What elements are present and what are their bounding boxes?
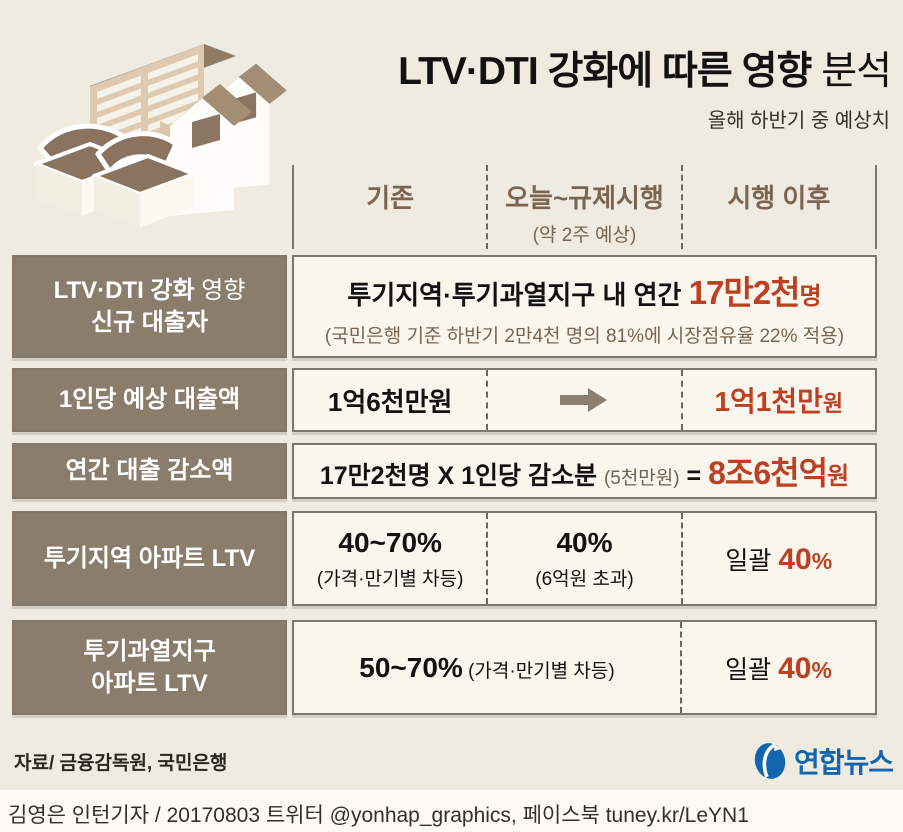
- loan-before-value: 1억6천만원: [327, 386, 453, 417]
- spec-zone-existing-cell: 40~70% (가격·만기별 차등): [294, 513, 486, 604]
- row-label-new-borrowers-line1: LTV·DTI 강화 영향: [53, 276, 246, 304]
- page-title-bold: LTV·DTI 강화에 따른 영향: [398, 50, 812, 93]
- credit-text: 김영은 인턴기자 / 20170803 트위터 @yonhap_graphics…: [8, 804, 749, 827]
- page-title: LTV·DTI 강화에 따른 영향 분석: [398, 40, 892, 96]
- loan-transition-cell: [486, 370, 683, 430]
- loan-before-cell: 1억6천만원: [294, 370, 486, 430]
- column-header-row: 기존 오늘~규제시행 (약 2주 예상) 시행 이후: [292, 165, 877, 249]
- column-header-after: 시행 이후: [683, 165, 875, 249]
- column-header-existing-label: 기존: [366, 183, 415, 213]
- annual-decrease-formula: 17만2천명 X 1인당 감소분 (5천만원) = 8조6천억원: [319, 455, 850, 491]
- credit-strip: 김영은 인턴기자 / 20170803 트위터 @yonhap_graphics…: [0, 790, 903, 832]
- row-cell-annual-decrease: 17만2천명 X 1인당 감소분 (5천만원) = 8조6천억원: [292, 443, 877, 499]
- column-header-existing: 기존: [294, 165, 486, 249]
- new-borrowers-main: 투기지역·투기과열지구 내 연간 17만2천명: [347, 273, 822, 311]
- column-header-transition-sub: (약 2주 예상): [532, 225, 637, 246]
- loan-after-cell: 1억1천만원: [683, 370, 875, 430]
- row-label-speculation-zone-ltv: 투기지역 아파트 LTV: [12, 511, 287, 606]
- row-label-loan-per-person-text: 1인당 예상 대출액: [58, 386, 241, 414]
- buildings-money-illustration-icon: [34, 43, 287, 228]
- spec-zone-transition-note: (6억원 초과): [535, 568, 634, 590]
- column-header-transition: 오늘~규제시행 (약 2주 예상): [486, 165, 683, 249]
- spec-zone-after-cell: 일괄 40%: [683, 513, 875, 604]
- yonhap-globe-icon: [754, 743, 786, 779]
- loan-after-value: 1억1천만원: [714, 386, 844, 417]
- spec-zone-after-value: 일괄 40%: [725, 542, 833, 576]
- row-label-new-borrowers-line2: 신규 대출자: [90, 308, 209, 336]
- spec-zone-existing-note: (가격·만기별 차등): [316, 568, 464, 590]
- row-cell-loan-per-person: 1억6천만원 1억1천만원: [292, 368, 877, 432]
- overheated-after-cell: 일괄 40%: [680, 622, 875, 713]
- row-label-overheated-district-line2: 아파트 LTV: [91, 669, 208, 697]
- column-header-transition-label: 오늘~규제시행: [505, 183, 664, 213]
- row-label-annual-decrease: 연간 대출 감소액: [12, 443, 287, 499]
- row-label-overheated-district-line1: 투기과열지구: [83, 637, 216, 665]
- source-note: 자료/ 금융감독원, 국민은행: [14, 753, 228, 774]
- row-label-annual-decrease-text: 연간 대출 감소액: [65, 457, 234, 485]
- overheated-existing-value: 50~70% (가격·만기별 차등): [359, 651, 615, 683]
- page-title-light: 분석: [811, 50, 892, 93]
- spec-zone-transition-value: 40%: [556, 526, 613, 558]
- row-cell-overheated-district-ltv: 50~70% (가격·만기별 차등) 일괄 40%: [292, 620, 877, 715]
- spec-zone-transition-cell: 40% (6억원 초과): [486, 513, 683, 604]
- yonhap-logo-text: 연합뉴스: [793, 747, 894, 778]
- column-header-after-label: 시행 이후: [727, 183, 831, 213]
- row-label-new-borrowers: LTV·DTI 강화 영향 신규 대출자: [12, 255, 287, 358]
- overheated-existing-cell: 50~70% (가격·만기별 차등): [294, 622, 680, 713]
- row-cell-speculation-zone-ltv: 40~70% (가격·만기별 차등) 40% (6억원 초과) 일괄 40%: [292, 511, 877, 606]
- row-cell-new-borrowers: 투기지역·투기과열지구 내 연간 17만2천명 (국민은행 기준 하반기 2만4…: [292, 255, 877, 358]
- overheated-after-value: 일괄 40%: [725, 651, 832, 685]
- row-label-speculation-zone-ltv-text: 투기지역 아파트 LTV: [43, 544, 256, 572]
- new-borrowers-note: (국민은행 기준 하반기 2만4천 명의 81%에 시장점유율 22% 적용): [324, 325, 845, 347]
- page-subtitle: 올해 하반기 중 예상치: [707, 110, 890, 132]
- spec-zone-existing-value: 40~70%: [338, 526, 442, 558]
- arrow-right-icon: [560, 388, 608, 412]
- row-label-overheated-district-ltv: 투기과열지구 아파트 LTV: [12, 620, 287, 715]
- row-label-loan-per-person: 1인당 예상 대출액: [12, 368, 287, 432]
- yonhap-logo: 연합뉴스: [751, 741, 894, 781]
